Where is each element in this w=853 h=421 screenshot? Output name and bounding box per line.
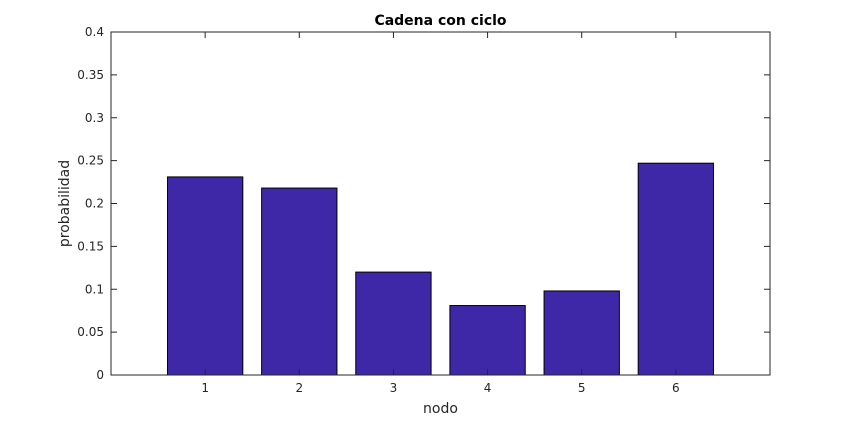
y-ticks-group: 0 0.05 0.1 0.15 0.2 0.25 0.3 0.35 0.4: [77, 25, 770, 382]
bar-4: [449, 305, 526, 376]
x-tick-label: 2: [295, 381, 303, 395]
y-tick-label: 0.3: [85, 111, 104, 125]
x-ticks-group: 1 2 3 4 5 6: [201, 32, 680, 395]
chart-title: Cadena con ciclo: [374, 13, 506, 29]
bar-1: [166, 176, 244, 376]
y-tick-label: 0.4: [85, 25, 104, 39]
bar-6: [637, 162, 715, 376]
y-tick-label: 0.05: [77, 325, 104, 339]
bar-2: [261, 187, 338, 376]
y-tick-label: 0.25: [77, 154, 104, 168]
x-tick-label: 6: [672, 381, 680, 395]
y-tick-label: 0: [96, 368, 104, 382]
x-tick-label: 4: [484, 381, 492, 395]
y-tick-label: 0.1: [85, 282, 104, 296]
y-axis-label: probabilidad: [57, 160, 73, 247]
y-tick-label: 0.2: [85, 197, 104, 211]
x-axis-label: nodo: [423, 401, 458, 417]
bar-5: [543, 290, 620, 376]
y-tick-label: 0.15: [77, 239, 104, 253]
x-tick-label: 3: [390, 381, 398, 395]
y-tick-label: 0.35: [77, 68, 104, 82]
x-tick-label: 5: [578, 381, 586, 395]
plot-area-frame: [110, 31, 771, 376]
bars-group: [166, 162, 715, 376]
bar-3: [355, 271, 432, 376]
x-tick-label: 1: [201, 381, 209, 395]
